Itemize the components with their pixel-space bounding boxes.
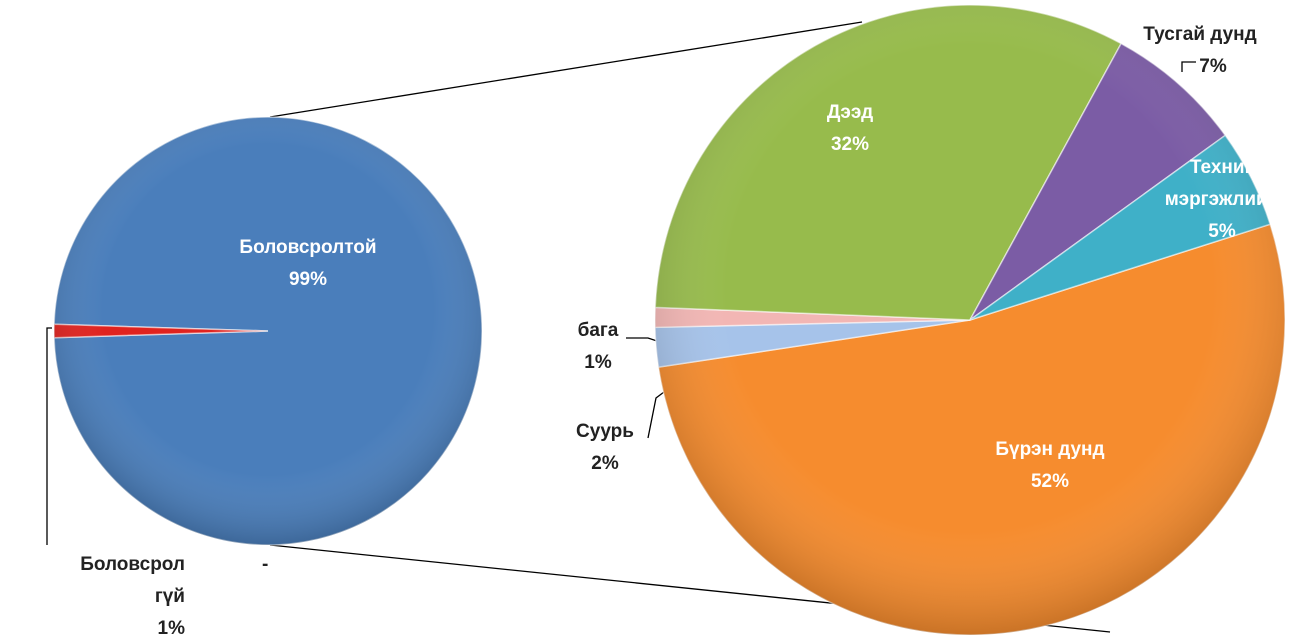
label-name: Бүрэн дунд xyxy=(995,439,1105,460)
data-label: Боловсролтой 99% xyxy=(178,232,438,296)
label-value: 1% xyxy=(584,352,612,373)
pie xyxy=(654,4,1286,636)
data-label: бага 1% xyxy=(558,315,638,379)
data-label: Дээд 32% xyxy=(790,97,910,161)
leader-line xyxy=(46,327,52,545)
label-name: Тусгай дунд xyxy=(1143,24,1257,45)
label-value: 7% xyxy=(1199,56,1227,77)
label-value: 1% xyxy=(157,618,185,639)
annotation: - xyxy=(262,554,269,575)
label-value: 52% xyxy=(1030,471,1070,492)
label-name: Боловсрол гүй xyxy=(80,554,185,607)
label-name: Суурь xyxy=(576,421,634,442)
label-name: Техник мэргэжлийн xyxy=(1164,157,1280,210)
leader-line xyxy=(647,391,665,439)
label-value: 32% xyxy=(830,134,870,155)
label-name: Боловсролтой xyxy=(239,237,377,258)
data-label: Тусгай дунд 7% xyxy=(1110,19,1290,83)
label-value: 5% xyxy=(1208,221,1236,242)
label-value: 2% xyxy=(591,453,619,474)
data-label: Техник мэргэжлийн 5% xyxy=(1147,152,1297,248)
label-value: 99% xyxy=(288,269,328,290)
label-name: Дээд xyxy=(826,102,874,123)
data-label: Суурь 2% xyxy=(560,416,650,480)
data-label: Боловсрол гүй 1% xyxy=(65,549,185,639)
pie xyxy=(53,116,483,546)
label-name: бага xyxy=(577,320,619,341)
data-label: Бүрэн дунд 52% xyxy=(950,434,1150,498)
